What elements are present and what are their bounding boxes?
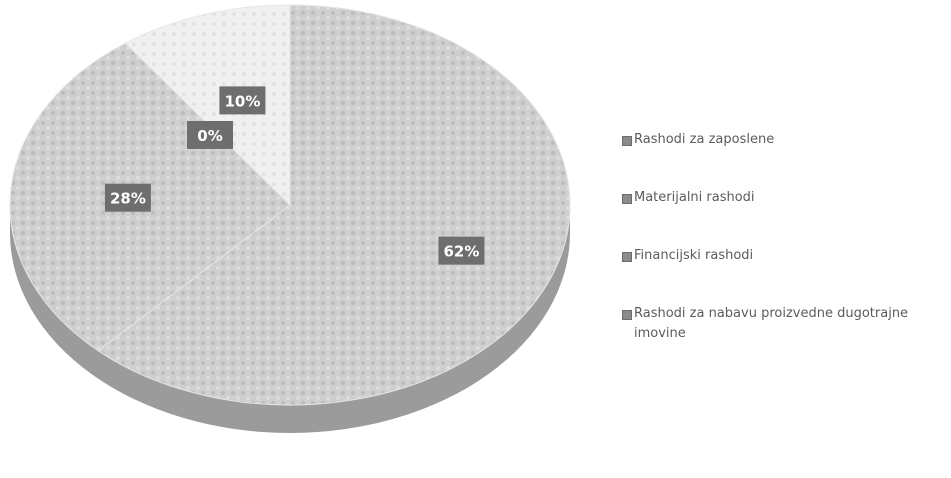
pie-top-slices bbox=[9, 4, 571, 406]
legend: Rashodi za zaposlene Materijalni rashodi… bbox=[622, 130, 948, 344]
data-label-rashodi-za-nabavu-proizvedne-dugotrajne-imovine: 10% bbox=[219, 86, 266, 115]
data-label-rashodi-za-zaposlene: 62% bbox=[438, 236, 485, 265]
data-label-materijalni-rashodi: 28% bbox=[104, 183, 151, 212]
data-label-financijski-rashodi: 0% bbox=[187, 121, 233, 149]
legend-item-rashodi-za-zaposlene: Rashodi za zaposlene bbox=[622, 130, 948, 150]
pie-slice-rashodi-za-zaposlene bbox=[97, 4, 571, 406]
data-label-box-financijski-rashodi bbox=[187, 121, 233, 149]
data-label-box-materijalni-rashodi bbox=[104, 183, 151, 212]
data-label-text-financijski-rashodi: 0% bbox=[197, 127, 222, 145]
pie-data-labels: 62% 28% 0%10% bbox=[104, 86, 485, 265]
data-label-box-rashodi-za-zaposlene bbox=[438, 236, 485, 265]
legend-swatch-materijalni-rashodi bbox=[622, 194, 632, 204]
legend-label-rashodi-za-nabavu: Rashodi za nabavu proizvedne dugotrajne … bbox=[634, 306, 909, 341]
data-label-text-rashodi-za-nabavu-proizvedne-dugotrajne-imovine: 10% bbox=[224, 92, 260, 110]
legend-swatch-financijski-rashodi bbox=[622, 252, 632, 262]
legend-item-financijski-rashodi: Financijski rashodi bbox=[622, 246, 948, 266]
legend-label-rashodi-za-zaposlene: Rashodi za zaposlene bbox=[634, 132, 775, 147]
data-label-text-materijalni-rashodi: 28% bbox=[110, 190, 146, 208]
legend-swatch-rashodi-za-zaposlene bbox=[622, 136, 632, 146]
legend-label-financijski-rashodi: Financijski rashodi bbox=[634, 248, 754, 263]
legend-label-materijalni-rashodi: Materijalni rashodi bbox=[634, 190, 755, 205]
legend-swatch-rashodi-za-nabavu bbox=[622, 310, 632, 320]
legend-item-rashodi-za-nabavu: Rashodi za nabavu proizvedne dugotrajne … bbox=[622, 304, 948, 344]
legend-item-materijalni-rashodi: Materijalni rashodi bbox=[622, 188, 948, 208]
pie-slice-rashodi-za-nabavu-proizvedne-dugotrajne-imovine bbox=[124, 4, 291, 207]
data-label-box-rashodi-za-nabavu-proizvedne-dugotrajne-imovine bbox=[219, 86, 266, 115]
data-label-text-rashodi-za-zaposlene: 62% bbox=[443, 243, 479, 261]
